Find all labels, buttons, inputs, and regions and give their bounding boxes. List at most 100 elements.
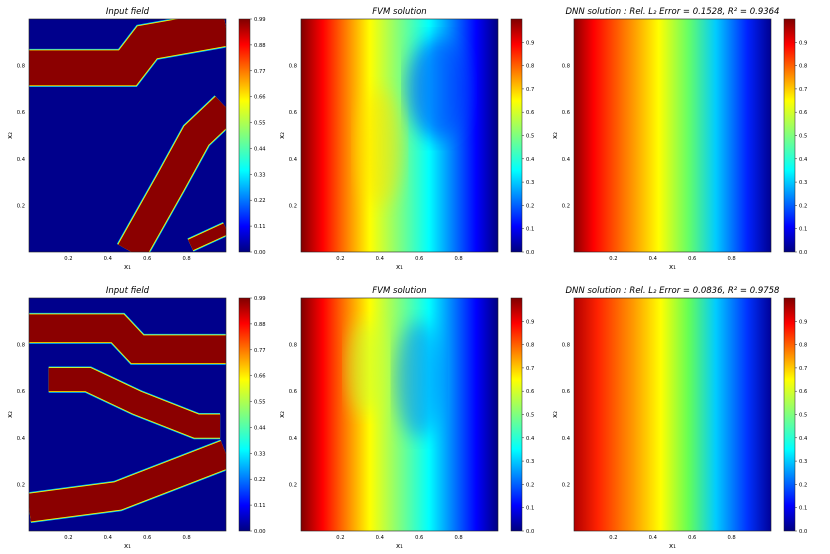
x-tick-label: 0.6: [688, 535, 696, 541]
colorbar-tick-label: 0.99: [254, 296, 266, 302]
dnn-field: [574, 298, 771, 531]
colorbar-tick-label: 0.6: [526, 389, 534, 395]
panel-dnn-row1: 0.2 0.4 0.6 0.8 0.8 0.6 0.4 0.2 x₁ x₂ 0.9 0.8 0.7 0.6…: [551, 7, 808, 271]
colorbar-tick-label: 0.7: [526, 87, 534, 93]
y-tick-label: 0.6: [17, 110, 25, 116]
x-tick-label: 0.8: [727, 256, 735, 262]
colorbar-tick-label: 0.33: [254, 451, 266, 457]
panel-fvm-row1: 0.2 0.4 0.6 0.8 0.8 0.6 0.4 0.2 x₁ x₂ 0.9 0.8 0.7 0.6…: [278, 7, 535, 271]
colorbar-tick-label: 0.99: [254, 17, 266, 23]
fvm-field: [301, 298, 498, 531]
fvm-bend: [407, 37, 471, 141]
colorbar: [783, 297, 796, 532]
colorbar-tick-label: 0.4: [526, 436, 535, 442]
panel-title: DNN solution : Rel. L₂ Error = 0.0836, R…: [566, 286, 781, 296]
x-tick-label: 0.8: [727, 535, 735, 541]
channel-2: [188, 223, 226, 251]
panel-title: Input field: [106, 286, 150, 296]
plot-frame: [28, 18, 227, 253]
y-tick-label: 0.4: [562, 157, 571, 163]
y-tick-label: 0.2: [289, 203, 297, 209]
colorbar-tick-label: 0.66: [254, 95, 266, 101]
plot-frame: [28, 297, 227, 532]
y-tick-label: 0.2: [17, 203, 25, 209]
y-tick-label: 0.6: [289, 110, 297, 116]
colorbar-tick-label: 0.11: [254, 224, 266, 230]
colorbar-tick-label: 0.44: [254, 425, 266, 431]
colorbar-tick-label: 0.3: [526, 180, 534, 186]
colorbar-tick-label: 0.9: [799, 319, 807, 325]
colorbar-tick-label: 0.6: [799, 389, 807, 395]
colorbar-tick-label: 0.44: [254, 146, 266, 152]
colorbar-tick-label: 0.22: [254, 198, 266, 204]
y-tick-label: 0.4: [17, 157, 26, 163]
colorbar-tick-label: 0.0: [526, 529, 534, 535]
colorbar-tick-label: 0.7: [526, 366, 534, 372]
x-tick-label: 0.8: [454, 535, 462, 541]
y-axis-label: x₂: [278, 132, 286, 139]
colorbar-tick-label: 0.88: [254, 43, 266, 49]
colorbar-tick-label: 0.3: [799, 180, 807, 186]
x-tick-label: 0.8: [182, 256, 190, 262]
colorbar-tick-label: 0.2: [799, 482, 807, 488]
y-tick-label: 0.6: [562, 110, 570, 116]
colorbar-tick-label: 0.4: [799, 436, 808, 442]
y-tick-label: 0.8: [17, 64, 25, 70]
x-tick-label: 0.6: [143, 535, 151, 541]
x-tick-label: 0.2: [609, 256, 617, 262]
y-tick-label: 0.4: [17, 436, 26, 442]
panel-input-row2: 0.2 0.4 0.6 0.8 0.8 0.6 0.4 0.2 x₁ x₂ 0.99 0.88 0.77…: [6, 286, 266, 550]
colorbar-tick-label: 0.0: [799, 529, 807, 535]
fvm-bend: [356, 88, 404, 206]
colorbar-tick-label: 0.00: [254, 250, 266, 256]
y-axis-label: x₂: [551, 132, 559, 139]
colorbar-tick-label: 0.8: [526, 343, 534, 349]
x-tick-label: 0.8: [454, 256, 462, 262]
colorbar-tick-label: 0.8: [799, 64, 807, 70]
y-tick-label: 0.2: [17, 482, 25, 488]
channel-0: [29, 314, 226, 364]
x-tick-label: 0.4: [376, 256, 385, 262]
y-tick-label: 0.4: [289, 436, 298, 442]
colorbar-tick-label: 0.2: [526, 203, 534, 209]
colorbar-tick-label: 0.1: [526, 227, 534, 233]
colorbar-tick-label: 0.5: [526, 134, 534, 140]
panel-fvm-row2: 0.2 0.4 0.6 0.8 0.8 0.6 0.4 0.2 x₁ x₂ 0.9 0.8 0.7 0.6…: [278, 286, 535, 550]
dnn-field: [574, 19, 771, 252]
x-axis-label: x₁: [669, 542, 676, 550]
x-tick-label: 0.2: [64, 256, 72, 262]
colorbar-tick-label: 0.8: [799, 343, 807, 349]
colorbar-tick-label: 0.1: [799, 227, 807, 233]
colorbar-tick-label: 0.9: [526, 319, 534, 325]
colorbar-tick-label: 0.9: [799, 40, 807, 46]
colorbar-tick-label: 0.9: [526, 40, 534, 46]
colorbar-tick-label: 0.2: [799, 203, 807, 209]
colorbar-tick-label: 0.22: [254, 477, 266, 483]
colorbar-tick-label: 0.4: [526, 157, 535, 163]
colorbar-tick-label: 0.5: [799, 413, 807, 419]
y-tick-label: 0.2: [562, 203, 570, 209]
colorbar-tick-label: 0.4: [799, 157, 808, 163]
x-axis-label: x₁: [396, 542, 403, 550]
colorbar-tick-label: 0.77: [254, 69, 266, 75]
colorbar-tick-label: 0.88: [254, 322, 266, 328]
x-tick-label: 0.6: [415, 256, 423, 262]
plot-frame: [300, 18, 499, 253]
panel-title: DNN solution : Rel. L₂ Error = 0.1528, R…: [566, 7, 780, 17]
x-tick-label: 0.2: [336, 535, 344, 541]
colorbar-tick-label: 0.11: [254, 503, 266, 509]
y-tick-label: 0.8: [289, 343, 297, 349]
x-tick-label: 0.4: [649, 256, 658, 262]
x-tick-label: 0.2: [609, 535, 617, 541]
x-tick-label: 0.6: [143, 256, 151, 262]
y-axis-label: x₂: [6, 132, 14, 139]
colorbar-tick-label: 0.66: [254, 374, 266, 380]
y-tick-label: 0.2: [562, 482, 570, 488]
x-tick-label: 0.6: [415, 535, 423, 541]
colorbar: [783, 18, 796, 253]
x-axis-label: x₁: [124, 542, 131, 550]
colorbar-tick-label: 0.0: [526, 250, 534, 256]
y-tick-label: 0.6: [17, 389, 25, 395]
colorbar: [238, 18, 251, 253]
